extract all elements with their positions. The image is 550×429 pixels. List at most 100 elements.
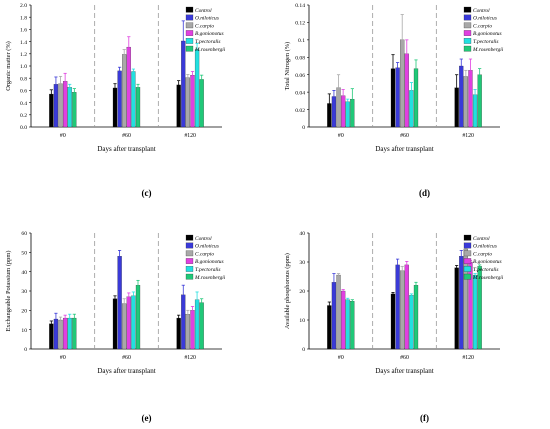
bar (477, 74, 482, 128)
bar (345, 299, 350, 350)
bar (199, 79, 204, 128)
legend-label: C.carpio (473, 251, 492, 257)
bar (185, 314, 190, 350)
bar (404, 264, 409, 350)
legend-swatch (463, 30, 472, 36)
bar (409, 295, 414, 350)
y-tick-label: 0.1 (298, 38, 305, 44)
y-tick-label: 60 (21, 231, 27, 237)
panel-label: (f) (420, 413, 429, 423)
legend-label: O.niloticus (195, 16, 219, 22)
bar (112, 87, 118, 128)
bar (63, 317, 68, 350)
bar (49, 323, 54, 350)
bar (472, 274, 478, 350)
legend-swatch (463, 6, 472, 13)
y-tick-label: 20 (21, 309, 27, 315)
y-axis-label: Organic matter (%) (5, 41, 12, 91)
legend-label: Control (195, 8, 212, 14)
bar (135, 285, 141, 350)
y-tick-label: 0 (302, 125, 305, 131)
legend-swatch (185, 6, 194, 13)
bar (459, 256, 464, 350)
legend-swatch (463, 266, 472, 272)
legend-swatch (185, 266, 194, 272)
y-tick-label: 0 (302, 347, 305, 353)
legend-label: O.niloticus (473, 16, 497, 22)
legend-label: M.rosenbergii (472, 47, 504, 53)
legend-label: C.carpio (473, 23, 492, 29)
x-tick-label: #0 (60, 133, 66, 139)
bar (194, 49, 200, 128)
bar (199, 302, 204, 350)
y-tick-label: 0.8 (20, 76, 27, 82)
legend-label: B.gonionotus (473, 31, 502, 37)
bar (345, 101, 350, 128)
bar (122, 303, 127, 350)
legend-swatch (185, 14, 194, 21)
bar (122, 54, 127, 128)
y-tick-label: 1.6 (20, 28, 27, 34)
legend-swatch (185, 258, 194, 264)
bar (350, 301, 355, 350)
legend-label: Control (473, 236, 490, 242)
bar (126, 46, 131, 128)
y-tick-label: 20 (299, 289, 305, 295)
legend-label: Control (195, 236, 212, 242)
y-tick-label: 0.4 (20, 101, 27, 107)
legend-swatch (185, 234, 194, 241)
bar (67, 87, 72, 128)
y-tick-label: 30 (21, 289, 27, 295)
y-tick-label: 0.08 (295, 55, 305, 61)
legend-swatch (185, 22, 194, 29)
y-tick-label: 50 (21, 251, 27, 257)
y-tick-label: 1.0 (20, 64, 27, 70)
legend-label: B.gonionotus (473, 259, 502, 265)
legend-swatch (185, 30, 194, 36)
y-tick-label: 30 (299, 260, 305, 266)
legend-swatch (463, 234, 472, 241)
legend-label: O.niloticus (195, 244, 219, 250)
legend-label: M.rosenbergii (194, 275, 226, 281)
panel-label: (e) (142, 413, 152, 423)
legend-swatch (185, 242, 194, 249)
x-tick-label: #60 (400, 133, 409, 139)
legend-label: Control (473, 8, 490, 14)
bar (390, 293, 396, 350)
y-axis-label: Exchangeable Potassium (ppm) (5, 251, 12, 332)
bar (126, 296, 131, 350)
x-tick-label: #0 (338, 355, 344, 361)
legend-swatch (463, 22, 472, 29)
x-tick-label: #120 (462, 355, 474, 361)
legend-swatch (463, 273, 472, 280)
y-tick-label: 0.02 (295, 108, 305, 114)
y-tick-label: 0.0 (20, 125, 27, 131)
bar (131, 295, 136, 350)
bar (72, 92, 77, 128)
legend-swatch (463, 258, 472, 264)
bar (463, 76, 468, 128)
y-tick-label: 0.2 (20, 113, 27, 119)
legend-swatch (185, 273, 194, 280)
legend-label: C.carpio (195, 251, 214, 257)
bar (331, 282, 337, 350)
x-axis-label: Days after transplant (375, 145, 433, 153)
bar (72, 317, 77, 350)
y-axis-label: Total Nitrogen (%) (284, 42, 291, 91)
x-tick-label: #120 (184, 133, 196, 139)
legend-swatch (463, 45, 472, 52)
bar (395, 264, 400, 350)
legend-label: T.pectoralis (195, 267, 221, 273)
bar (327, 305, 332, 350)
legend-swatch (463, 14, 472, 21)
y-tick-label: 0 (24, 347, 27, 353)
legend-swatch (463, 250, 472, 257)
y-tick-label: 1.4 (20, 40, 27, 46)
bar (67, 317, 72, 350)
x-axis-label: Days after transplant (97, 367, 155, 375)
y-tick-label: 40 (21, 270, 27, 276)
x-tick-label: #0 (338, 133, 344, 139)
y-tick-label: 10 (21, 328, 27, 334)
panel-label: (d) (419, 188, 430, 198)
